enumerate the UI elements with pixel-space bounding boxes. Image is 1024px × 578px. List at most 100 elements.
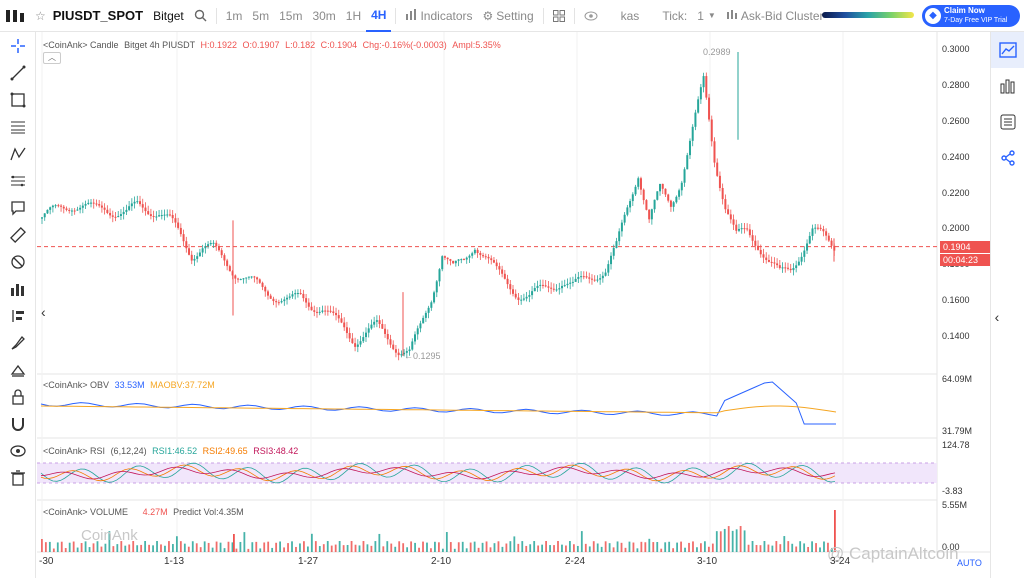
timeframe-1m[interactable]: 1m (225, 8, 243, 23)
volume-bar (457, 542, 460, 552)
volume-bar (187, 546, 190, 552)
lock-icon[interactable] (0, 383, 36, 410)
rectangle-icon[interactable] (0, 86, 36, 113)
chart-area[interactable]: <CoinAnk> Candle Bitget 4h PIUSDT H:0.19… (37, 32, 990, 578)
setting-button[interactable]: ⚙ Setting (478, 0, 539, 32)
volume-bar (342, 545, 345, 552)
candle-body (631, 194, 634, 202)
candle-body (626, 207, 629, 215)
volume-bar (132, 541, 135, 552)
magnet-icon[interactable] (0, 248, 36, 275)
scroll-left-button[interactable]: ‹ (41, 304, 46, 320)
candle-body (343, 322, 346, 328)
candle-body (577, 276, 580, 279)
collapse-panel-icon[interactable]: ‹ (994, 309, 1000, 325)
candle-body (773, 262, 776, 264)
app-logo-icon[interactable] (0, 0, 30, 32)
indicators-button[interactable]: Indicators (400, 0, 477, 32)
list-icon[interactable] (991, 104, 1024, 140)
ask-bid-label: Ask-Bid Cluster (740, 8, 824, 23)
volume-bar (537, 545, 540, 552)
candle-body (604, 272, 607, 276)
timeframe-5m[interactable]: 5m (252, 8, 270, 23)
candle-body (629, 201, 632, 208)
volume-bar (120, 541, 123, 552)
chart-view-icon[interactable] (991, 32, 1024, 68)
volume-bar (743, 530, 746, 552)
candle-body (732, 219, 735, 225)
chart-bars-icon[interactable] (0, 275, 36, 302)
candle-body (242, 278, 245, 280)
volume-bar (703, 541, 706, 552)
comment-icon[interactable] (0, 194, 36, 221)
symbol-name[interactable]: PIUSDT_SPOT (52, 8, 144, 23)
maobv-value: MAOBV:37.72M (150, 380, 215, 390)
trash-icon[interactable] (0, 464, 36, 491)
timeframe-15m[interactable]: 15m (279, 8, 303, 23)
chart-canvas[interactable] (37, 32, 990, 578)
position-tool-icon[interactable] (0, 302, 36, 329)
layout-grid-icon[interactable] (548, 0, 570, 32)
divider (573, 7, 575, 24)
volume-bar (160, 544, 162, 552)
candle-body (656, 191, 659, 200)
trend-line-icon[interactable] (0, 59, 36, 86)
volume-bar (497, 541, 500, 552)
candle-body (54, 205, 57, 207)
candle-body (672, 202, 675, 207)
volume-bar (306, 546, 309, 552)
eye-icon[interactable] (579, 0, 603, 32)
volume-bar (473, 541, 476, 552)
predict-volume: Predict Vol:4.35M (173, 507, 244, 517)
candle-body (784, 267, 787, 269)
volume-bar (505, 543, 508, 552)
candle-body (808, 235, 811, 244)
rsi2-value: RSI2:49.65 (202, 446, 248, 456)
volume-bar (438, 542, 440, 552)
kas-selector[interactable]: kas (620, 8, 640, 23)
stats-icon[interactable] (991, 68, 1024, 104)
ruler-icon[interactable] (0, 221, 36, 248)
candle-body (177, 222, 180, 228)
exchange-name[interactable]: Bitget (153, 8, 184, 23)
timeframe-30m[interactable]: 30m (312, 8, 336, 23)
candle-body (648, 209, 651, 220)
candle-body (740, 228, 743, 230)
volume-bar (688, 542, 690, 552)
candle-body (128, 206, 131, 210)
heatmap-gradient-bar[interactable] (822, 12, 914, 18)
search-icon[interactable] (189, 0, 212, 32)
favorite-star-icon[interactable]: ☆ (35, 8, 46, 23)
tick-label: Tick: (662, 8, 688, 23)
volume-bar (700, 543, 702, 552)
x-tick-6: 3-24 (830, 556, 851, 567)
eye-visibility-icon[interactable] (0, 437, 36, 464)
claim-vip-button[interactable]: ◆ Claim Now 7-Day Free VIP Trial (922, 5, 1020, 27)
fib-icon[interactable] (0, 167, 36, 194)
share-icon[interactable] (991, 140, 1024, 176)
volume-bar (652, 542, 655, 552)
volume-bar (92, 543, 95, 552)
volume-bar (235, 548, 238, 552)
candle-body (639, 178, 642, 190)
horizontal-lines-icon[interactable] (0, 113, 36, 140)
candle-body (566, 283, 569, 286)
timeframe-1h[interactable]: 1H (345, 8, 362, 23)
divider (215, 7, 217, 24)
low-marker-value: 0.1295 (413, 351, 441, 361)
timeframe-4h[interactable]: 4H (366, 0, 392, 32)
hide-drawings-icon[interactable] (0, 356, 36, 383)
tick-value[interactable]: 1 ▼ (692, 0, 721, 32)
pattern-icon[interactable] (0, 140, 36, 167)
volume-bar (636, 548, 639, 552)
collapse-legend-button[interactable]: ︿ (43, 52, 61, 64)
volume-bar (723, 528, 726, 552)
magnet-snap-icon[interactable] (0, 410, 36, 437)
volume-bar (759, 545, 762, 552)
candle-body (601, 275, 604, 279)
auto-scale-button[interactable]: AUTO (957, 558, 982, 568)
volume-bar (156, 541, 158, 552)
candle-body (688, 140, 691, 156)
crosshair-icon[interactable] (0, 32, 36, 59)
brush-icon[interactable] (0, 329, 36, 356)
